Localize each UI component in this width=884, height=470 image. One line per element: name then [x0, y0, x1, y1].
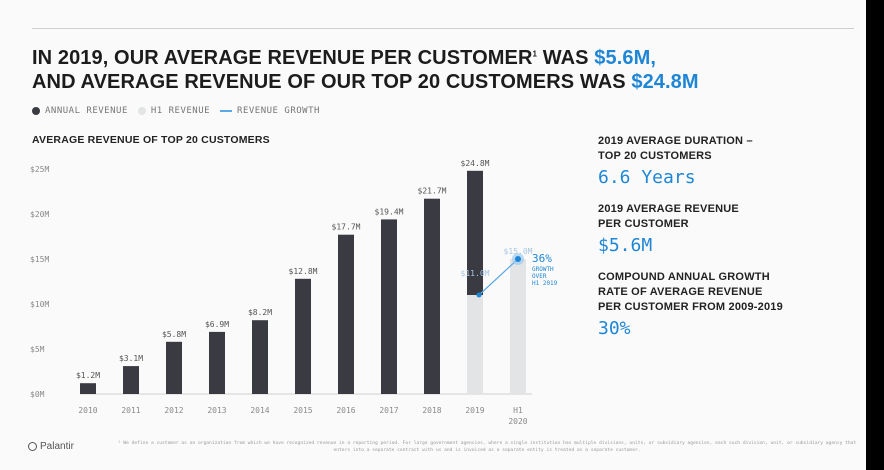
annual-data-label: $1.2M [76, 371, 100, 380]
annual-data-label: $21.7M [418, 187, 447, 196]
stat-avg-revenue: 2019 AVERAGE REVENUE PER CUSTOMER $5.6M [598, 202, 858, 258]
annual-revenue-bar [338, 234, 354, 394]
palantir-logo-text: Palantir [40, 441, 74, 452]
title-highlight-1: $5.6M, [594, 47, 656, 69]
stat-duration-label-line: 2019 AVERAGE DURATION – [598, 135, 753, 147]
legend-item-h1: H1 REVENUE [137, 106, 211, 116]
x-tick-label: 2012 [164, 406, 183, 415]
y-tick-label: $0M [30, 390, 45, 399]
footnote: ¹ We define a customer as an organizatio… [117, 441, 857, 453]
palantir-logo: Palantir [28, 441, 74, 452]
legend-label-growth: REVENUE GROWTH [237, 106, 320, 116]
stat-cagr: COMPOUND ANNUAL GROWTH RATE OF AVERAGE R… [598, 270, 858, 341]
legend-swatch-growth [220, 110, 233, 112]
h1-revenue-bar [510, 259, 526, 394]
annual-revenue-bar [424, 198, 440, 394]
stat-avg-revenue-value: $5.6M [598, 235, 653, 256]
growth-note-line: H1 2019 [532, 280, 558, 287]
legend-item-growth: REVENUE GROWTH [220, 106, 320, 116]
annual-data-label: $3.1M [119, 354, 143, 363]
stat-avg-revenue-label-line: 2019 AVERAGE REVENUE [598, 203, 739, 215]
annual-revenue-bar [80, 383, 96, 394]
y-tick-label: $20M [30, 210, 49, 219]
h1-revenue-bar-overlay [467, 295, 483, 394]
annual-data-label: $12.8M [289, 267, 318, 276]
x-tick-label: 2017 [379, 406, 398, 415]
stat-cagr-value: 30% [598, 318, 631, 339]
annual-revenue-bar [123, 366, 139, 394]
stat-cagr-label-line: PER CUSTOMER FROM 2009-2019 [598, 301, 783, 313]
title-highlight-2: $24.8M [631, 71, 699, 93]
chart-title: AVERAGE REVENUE OF TOP 20 CUSTOMERS [32, 134, 270, 146]
x-tick-label: 2016 [336, 406, 355, 415]
stat-duration-label-line: TOP 20 CUSTOMERS [598, 150, 712, 162]
x-tick-label: 2019 [465, 406, 484, 415]
x-tick-label: 2014 [250, 406, 269, 415]
title-footnote-mark: 1 [532, 49, 538, 59]
annual-data-label: $19.4M [375, 207, 404, 216]
title-line-1-text: IN 2019, OUR AVERAGE REVENUE PER CUSTOME… [32, 47, 533, 69]
top-divider [32, 28, 854, 29]
h1-data-label: $15.0M [504, 247, 533, 256]
stat-duration-label: 2019 AVERAGE DURATION – TOP 20 CUSTOMERS [598, 134, 858, 164]
annual-revenue-bar [209, 331, 225, 394]
stat-cagr-label-line: RATE OF AVERAGE REVENUE [598, 286, 763, 298]
y-tick-label: $25M [30, 165, 49, 174]
legend-label-h1: H1 REVENUE [150, 106, 211, 116]
growth-point-end [515, 256, 521, 262]
legend-swatch-h1 [137, 107, 146, 115]
annual-revenue-bar [381, 219, 397, 394]
annual-data-label: $17.7M [332, 223, 361, 232]
title-line-2: AND AVERAGE REVENUE OF OUR TOP 20 CUSTOM… [32, 70, 862, 94]
title-line-2-text: AND AVERAGE REVENUE OF OUR TOP 20 CUSTOM… [32, 71, 632, 93]
growth-note-line: GROWTH [532, 266, 554, 273]
x-tick-label: 2010 [78, 406, 97, 415]
stat-cagr-label-line: COMPOUND ANNUAL GROWTH [598, 271, 770, 283]
annual-data-label: $8.2M [248, 308, 272, 317]
stat-avg-revenue-label-line: PER CUSTOMER [598, 218, 689, 230]
x-tick-label: H1 [513, 406, 523, 415]
stat-duration: 2019 AVERAGE DURATION – TOP 20 CUSTOMERS… [598, 134, 858, 190]
y-tick-label: $10M [30, 300, 49, 309]
annual-data-label: $5.8M [162, 330, 186, 339]
screen-edge [866, 0, 884, 470]
growth-point-start [476, 292, 482, 298]
y-tick-label: $5M [30, 345, 45, 354]
y-tick-label: $15M [30, 255, 49, 264]
slide: IN 2019, OUR AVERAGE REVENUE PER CUSTOME… [0, 0, 866, 470]
x-tick-label: 2011 [121, 406, 140, 415]
x-tick-label: 2018 [422, 406, 441, 415]
annual-revenue-bar [166, 341, 182, 394]
annual-data-label: $24.8M [461, 159, 490, 168]
legend-label-annual: ANNUAL REVENUE [45, 106, 128, 116]
annual-revenue-bar [252, 320, 268, 394]
x-tick-label: 2015 [293, 406, 312, 415]
slide-title: IN 2019, OUR AVERAGE REVENUE PER CUSTOME… [32, 46, 862, 94]
x-tick-label: 2020 [508, 417, 527, 426]
legend-swatch-annual [32, 107, 40, 115]
stat-duration-value: 6.6 Years [598, 167, 696, 188]
bar-chart: $0M $5M $10M $15M $20M $25M $1.2M $3.1M $5.8M $6.… [30, 159, 558, 426]
revenue-growth-line [478, 258, 519, 296]
growth-percent: 36% [532, 252, 552, 265]
stat-avg-revenue-label: 2019 AVERAGE REVENUE PER CUSTOMER [598, 202, 858, 232]
chart-legend: ANNUAL REVENUE H1 REVENUE REVENUE GROWTH [32, 106, 330, 116]
annual-revenue-bar [295, 278, 311, 394]
title-line-1: IN 2019, OUR AVERAGE REVENUE PER CUSTOME… [32, 46, 862, 70]
legend-item-annual: ANNUAL REVENUE [32, 106, 128, 116]
growth-note-line: OVER [532, 273, 547, 280]
stat-cagr-label: COMPOUND ANNUAL GROWTH RATE OF AVERAGE R… [598, 270, 858, 315]
stats-panel: 2019 AVERAGE DURATION – TOP 20 CUSTOMERS… [598, 134, 858, 353]
h1-data-label: $11.0M [461, 269, 490, 278]
title-line-1-mid: WAS [537, 47, 595, 69]
x-tick-label: 2013 [207, 406, 226, 415]
annual-data-label: $6.9M [205, 320, 229, 329]
palantir-logo-icon [28, 442, 37, 451]
